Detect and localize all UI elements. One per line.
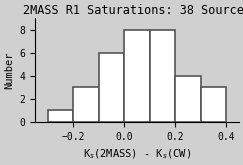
Bar [73, 87, 99, 122]
Bar [124, 30, 150, 122]
Bar [201, 87, 226, 122]
Bar [150, 30, 175, 122]
Bar [99, 53, 124, 122]
Y-axis label: Number: Number [4, 51, 14, 89]
X-axis label: K$_s$(2MASS) - K$_s$(CW): K$_s$(2MASS) - K$_s$(CW) [83, 147, 191, 161]
Bar [48, 110, 73, 122]
Title: 2MASS R1 Saturations: 38 Sources: 2MASS R1 Saturations: 38 Sources [23, 4, 243, 17]
Bar [175, 76, 201, 122]
